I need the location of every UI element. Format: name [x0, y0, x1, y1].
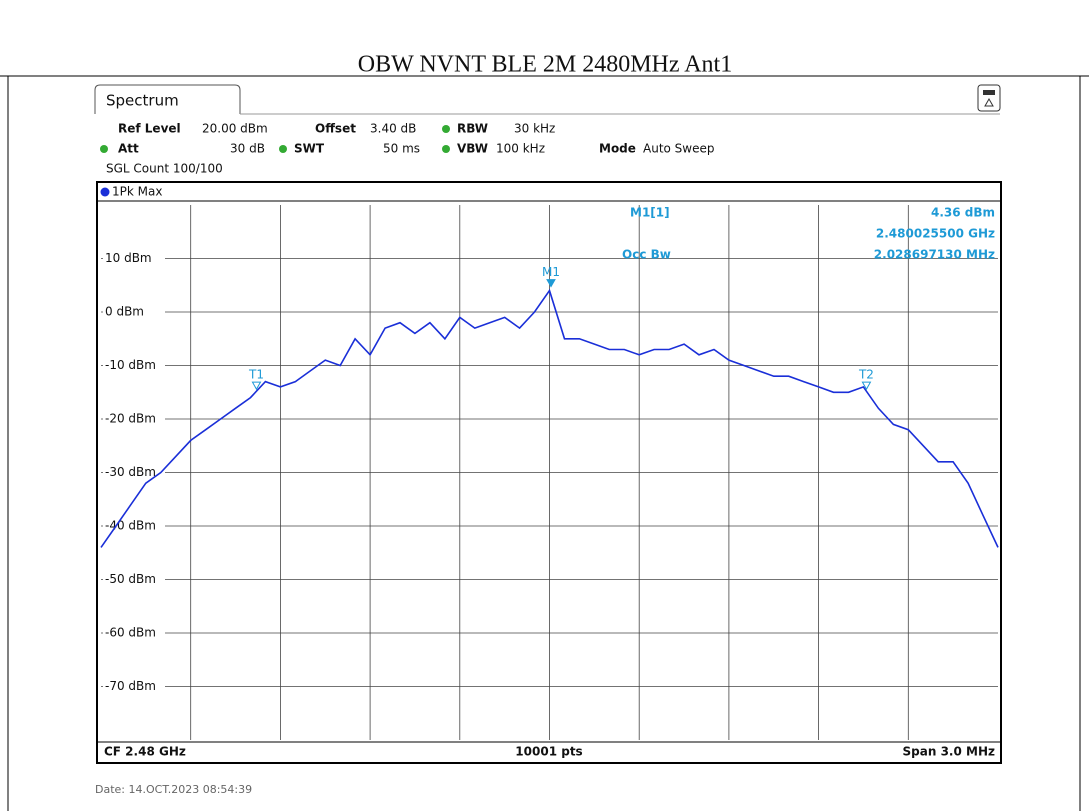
tick-bg [103, 357, 165, 374]
setting-label: Att [118, 142, 139, 156]
setting-label: Offset [315, 122, 356, 136]
icon-part [983, 90, 995, 95]
y-tick-label: -40 dBm [105, 519, 156, 533]
setting-label: SWT [294, 142, 325, 156]
tick-bg [103, 411, 165, 427]
setting-value: 100 kHz [496, 142, 545, 156]
y-tick-label: -10 dBm [105, 358, 156, 372]
footer-right: Span 3.0 MHz [903, 745, 995, 759]
y-tick-label: -20 dBm [105, 412, 156, 426]
marker-label: M1 [542, 265, 560, 279]
title: OBW NVNT BLE 2M 2480MHz Ant1 [358, 52, 732, 78]
footer-left: CF 2.48 GHz [104, 745, 186, 759]
tick-bg [103, 625, 165, 641]
trace-label: 1Pk Max [112, 185, 162, 199]
readout-occ-label: Occ Bw [622, 248, 671, 262]
y-tick-label: 0 dBm [105, 305, 144, 319]
marker [546, 279, 556, 288]
setting-label: VBW [457, 142, 488, 156]
readout-level: 4.36 dBm [931, 206, 995, 220]
tick-bg [103, 304, 165, 320]
y-tick-label: -30 dBm [105, 465, 156, 479]
readout-frequency: 2.480025500 GHz [876, 227, 995, 241]
readout-occ: 2.028697130 MHz [874, 248, 995, 262]
setting-value: 30 kHz [514, 122, 555, 136]
footer-center: 10001 pts [515, 745, 582, 759]
tick-bg [103, 571, 165, 588]
icon-part [984, 97, 994, 107]
tab-label[interactable]: Spectrum [106, 92, 179, 110]
setting-value: 50 ms [383, 142, 420, 156]
setting-value: 30 dB [230, 142, 265, 156]
readout-marker: M1[1] [630, 206, 670, 220]
y-tick-label: -70 dBm [105, 679, 156, 693]
status-dot [100, 145, 108, 153]
setting-value: Auto Sweep [643, 142, 715, 156]
setting-label: Mode [599, 142, 636, 156]
marker-label: T2 [858, 368, 874, 382]
tab[interactable] [94, 84, 241, 114]
status-dot [442, 145, 450, 153]
y-tick-label: -50 dBm [105, 572, 156, 586]
trace-dot [100, 187, 110, 197]
tick-bg [103, 250, 165, 267]
status-dot [442, 125, 450, 133]
setting-value: SGL Count 100/100 [106, 162, 223, 176]
date: Date: 14.OCT.2023 08:54:39 [95, 783, 252, 796]
marker-label: T1 [248, 368, 264, 382]
tick-bg [103, 678, 165, 695]
y-tick-label: -60 dBm [105, 626, 156, 640]
marker [861, 381, 872, 391]
trace [100, 288, 999, 548]
setting-value: 3.40 dB [370, 122, 416, 136]
tick-bg [103, 464, 165, 481]
setting-label: RBW [457, 122, 488, 136]
marker [251, 381, 262, 391]
status-dot [279, 145, 287, 153]
y-tick-label: 10 dBm [105, 251, 152, 265]
setting-value: 20.00 dBm [202, 122, 268, 136]
setting-label: Ref Level [118, 122, 181, 136]
